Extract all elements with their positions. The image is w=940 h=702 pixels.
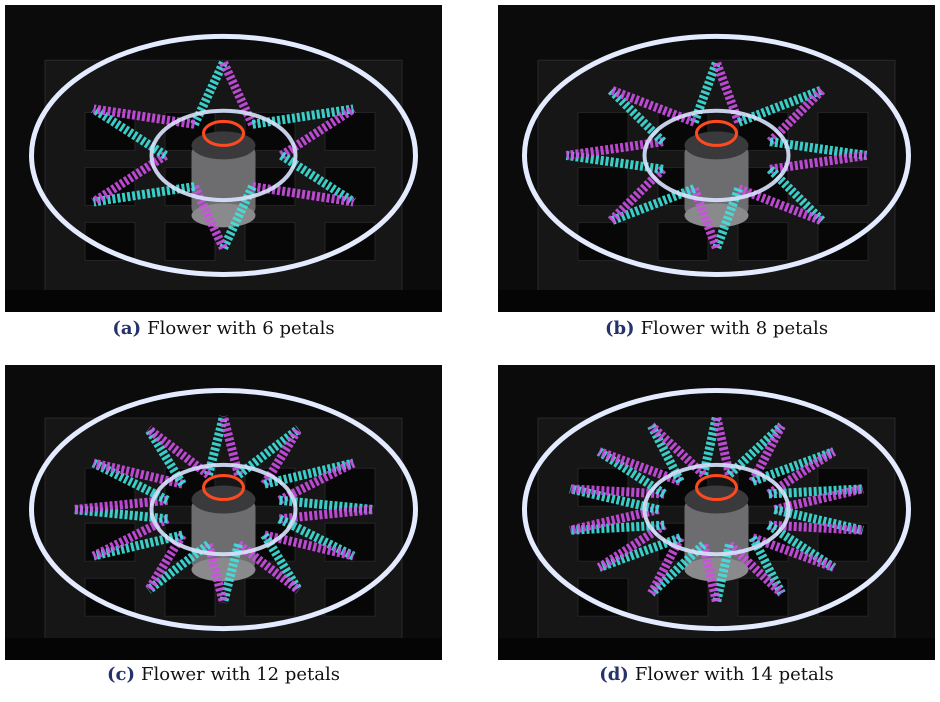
caption-label: (b) [605, 318, 635, 339]
caption-text: Flower with 14 petals [635, 664, 834, 685]
caption-text: Flower with 6 petals [147, 318, 335, 339]
caption-label: (a) [112, 318, 141, 339]
caption: (a) Flower with 6 petals [5, 318, 442, 339]
caption: (c) Flower with 12 petals [5, 664, 442, 685]
photo [5, 365, 442, 660]
caption: (d) Flower with 14 petals [498, 664, 935, 685]
figure-page: (a) Flower with 6 petals (b) Flower with 8 … [0, 0, 940, 702]
photo [5, 5, 442, 312]
photo [498, 365, 935, 660]
photo [498, 5, 935, 312]
caption-text: Flower with 8 petals [641, 318, 829, 339]
caption: (b) Flower with 8 petals [498, 318, 935, 339]
caption-label: (d) [599, 664, 629, 685]
caption-label: (c) [107, 664, 135, 685]
caption-text: Flower with 12 petals [141, 664, 340, 685]
